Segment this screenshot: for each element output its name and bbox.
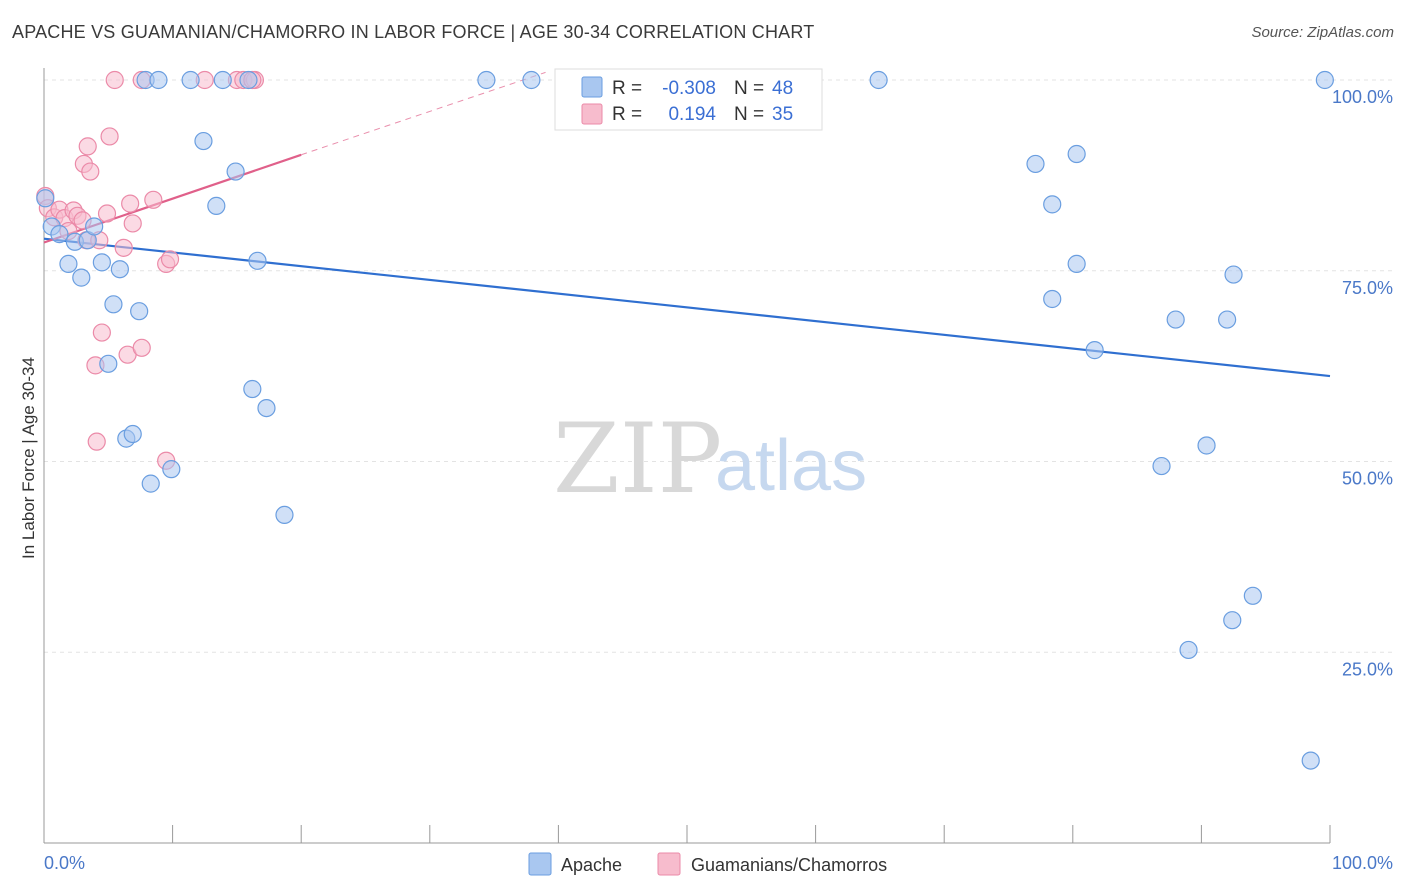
apache-point-47 [1315, 70, 1334, 90]
guam-point-11 [78, 137, 97, 156]
apache-point-20 [194, 131, 213, 151]
guam-point-19 [105, 70, 124, 90]
guam-point-22 [121, 194, 140, 213]
apache-point-0 [36, 189, 55, 208]
apache-point-17 [149, 70, 168, 90]
apache-point-35 [1067, 254, 1086, 273]
apache-point-37 [1085, 341, 1104, 360]
watermark-zip: ZIP [553, 403, 722, 515]
legend-apache-swatch [528, 852, 552, 876]
chart-source: Source: ZipAtlas.com [1251, 24, 1394, 41]
watermark: ZIP atlas [553, 403, 867, 515]
apache-point-33 [1067, 144, 1086, 164]
guam-point-29 [160, 250, 180, 269]
apache-point-19 [181, 70, 200, 90]
guam-point-23 [123, 214, 142, 233]
guam-point-18 [100, 127, 119, 146]
apache-n-value: 48 [772, 78, 793, 99]
apache-points [36, 70, 1334, 770]
apache-point-8 [92, 253, 111, 272]
apache-point-27 [257, 398, 276, 418]
guam-r-value: 0.194 [668, 104, 716, 125]
legend-guam-swatch [657, 852, 681, 876]
guam-point-17 [97, 204, 117, 223]
apache-point-23 [226, 162, 245, 181]
y-tick-labels: 25.0% 50.0% 75.0% 100.0% [1332, 87, 1393, 679]
apache-point-34 [1043, 195, 1062, 214]
apache-r-value: -0.308 [662, 78, 716, 99]
apache-point-40 [1197, 436, 1216, 455]
apache-n-label: N = [734, 78, 764, 99]
apache-point-5 [72, 268, 91, 287]
legend-apache-label: Apache [561, 855, 622, 875]
apache-point-11 [110, 260, 129, 279]
apache-r-label: R = [612, 78, 642, 99]
apache-point-14 [130, 302, 149, 321]
apache-point-41 [1218, 310, 1237, 329]
guam-n-label: N = [734, 104, 764, 125]
apache-point-3 [59, 254, 78, 273]
legend-guam-label: Guamanians/Chamorros [691, 855, 887, 875]
apache-point-36 [1043, 289, 1062, 309]
y-tick-label-75: 75.0% [1342, 278, 1393, 298]
apache-point-44 [1243, 586, 1262, 605]
apache-point-16 [141, 474, 160, 493]
grid-lines [44, 79, 1392, 653]
guam-trend-line-dashed [301, 71, 546, 156]
x-tick-label-min: 0.0% [44, 853, 85, 873]
apache-point-46 [1301, 751, 1320, 770]
apache-point-43 [1223, 611, 1242, 630]
apache-trend-line [43, 237, 1331, 378]
y-axis-label: In Labor Force | Age 30-34 [19, 357, 38, 559]
apache-point-10 [104, 295, 123, 314]
chart-title: APACHE VS GUAMANIAN/CHAMORRO IN LABOR FO… [12, 22, 815, 42]
apache-swatch [581, 76, 603, 98]
series-legend: Apache Guamanians/Chamorros [528, 852, 887, 876]
apache-point-22 [213, 70, 232, 90]
guam-swatch [581, 103, 603, 125]
guam-point-24 [132, 338, 151, 357]
apache-point-31 [869, 70, 888, 90]
apache-point-38 [1152, 456, 1171, 476]
watermark-atlas: atlas [715, 426, 867, 506]
apache-point-39 [1166, 310, 1185, 329]
apache-point-32 [1026, 154, 1045, 174]
y-tick-label-100: 100.0% [1332, 87, 1393, 107]
guam-point-20 [114, 238, 133, 257]
apache-point-25 [243, 379, 262, 399]
apache-point-2 [50, 225, 69, 244]
guam-point-26 [144, 190, 163, 209]
apache-point-45 [1179, 640, 1198, 660]
apache-point-7 [85, 217, 104, 236]
x-ticks: 0.0% 100.0% [43, 825, 1393, 873]
stats-legend: R = -0.308 N = 48 R = 0.194 N = 35 [554, 68, 823, 131]
guam-r-label: R = [612, 104, 642, 125]
apache-point-28 [275, 505, 294, 525]
x-tick-label-max: 100.0% [1332, 853, 1393, 873]
apache-point-21 [207, 196, 226, 215]
guam-point-14 [87, 432, 106, 451]
guam-point-12 [81, 162, 100, 181]
apache-point-24 [239, 70, 258, 90]
guam-n-value: 35 [772, 104, 793, 125]
apache-point-30 [522, 70, 541, 90]
apache-point-9 [99, 354, 118, 373]
apache-point-18 [162, 460, 181, 479]
guam-point-16 [92, 323, 111, 342]
y-tick-label-25: 25.0% [1342, 659, 1393, 679]
apache-point-13 [123, 424, 142, 444]
y-tick-label-50: 50.0% [1342, 469, 1393, 489]
apache-point-42 [1224, 265, 1243, 284]
apache-point-29 [477, 70, 496, 90]
apache-point-26 [248, 251, 267, 270]
